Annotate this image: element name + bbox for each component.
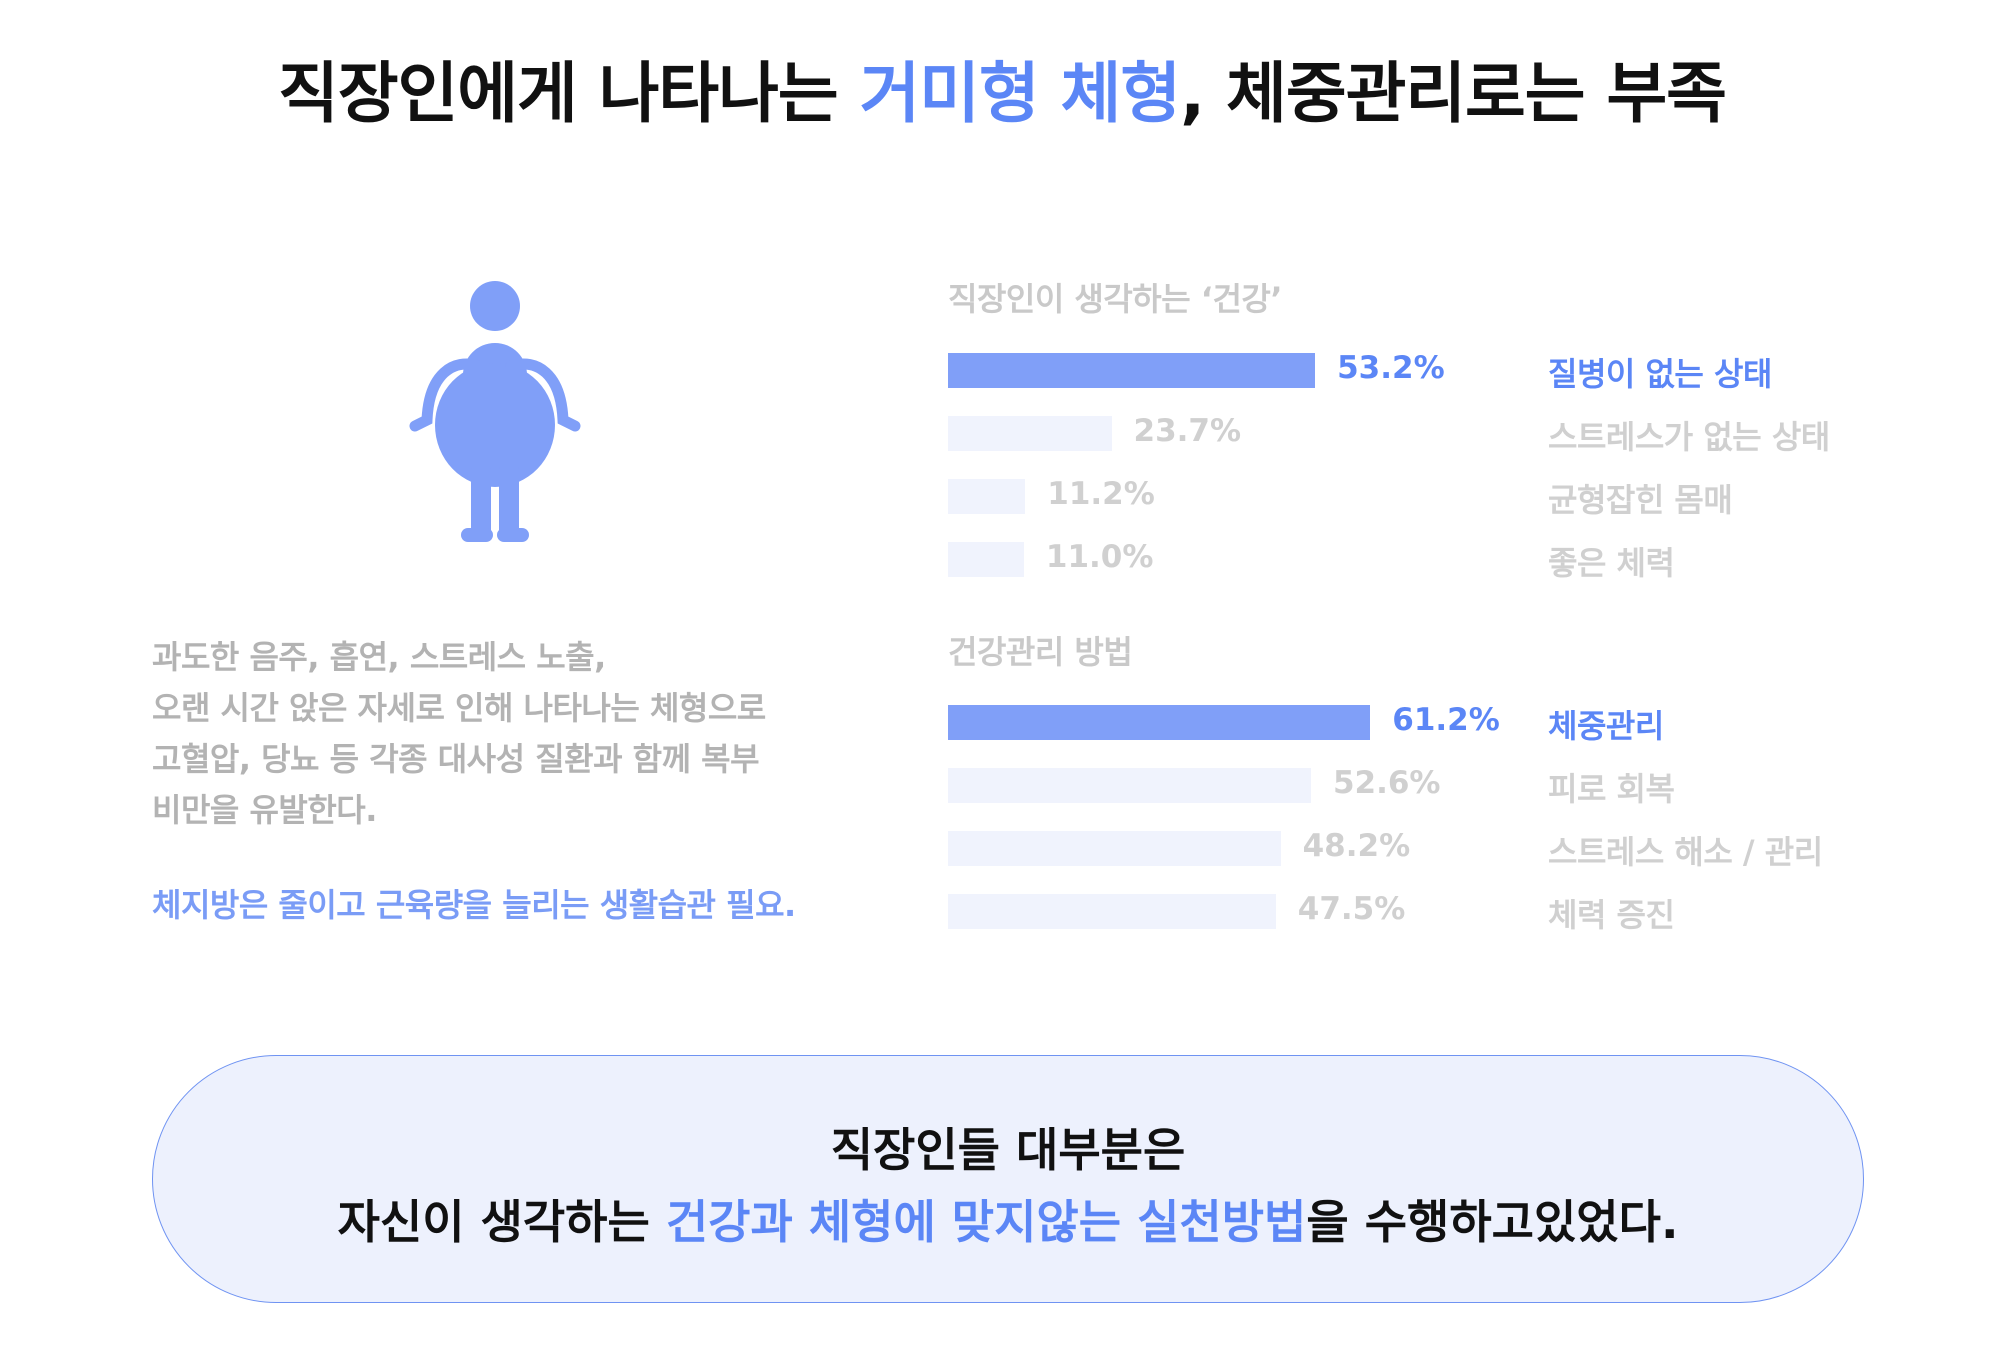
bar: [948, 768, 1311, 803]
bar: [948, 705, 1371, 740]
bar-value-label: 61.2%: [1392, 702, 1500, 738]
description-line: 비만을 유발한다.: [152, 791, 377, 829]
description: 과도한 음주, 흡연, 스트레스 노출, 오랜 시간 앉은 자세로 인해 나타나…: [152, 632, 912, 836]
description-line: 고혈압, 당뇨 등 각종 대사성 질환과 함께 복부: [152, 740, 760, 778]
bar-category-label: 체력 증진: [1548, 896, 1675, 934]
bar-category-label: 피로 회복: [1548, 770, 1675, 808]
bar-category-label: 균형잡힌 몸매: [1548, 481, 1733, 519]
spider-body-type-person-icon: [409, 281, 581, 542]
summary-box: 직장인들 대부분은 자신이 생각하는 건강과 체형에 맞지않는 실천방법을 수행…: [152, 1055, 1864, 1303]
bar-value-label: 47.5%: [1297, 891, 1406, 927]
description-emphasis: 체지방은 줄이고 근육량을 늘리는 생활습관 필요.: [152, 886, 796, 924]
bar-value-label: 11.0%: [1045, 539, 1154, 575]
summary-line2-part2: 을 수행하고있었다.: [1306, 1195, 1679, 1249]
bar: [948, 479, 1026, 514]
bar: [948, 894, 1276, 929]
bar-value-label: 53.2%: [1337, 350, 1445, 386]
bar: [948, 831, 1281, 866]
summary-line2-part1: 자신이 생각하는: [337, 1195, 666, 1249]
title-part1: 직장인에게 나타나는: [278, 55, 860, 132]
summary-line1: 직장인들 대부분은: [830, 1123, 1186, 1177]
bar-category-label: 스트레스 해소 / 관리: [1548, 833, 1823, 871]
description-line: 오랜 시간 앉은 자세로 인해 나타나는 체형으로: [152, 689, 766, 727]
bar: [948, 542, 1024, 577]
title-highlight: 거미형 체형: [859, 55, 1182, 132]
bar: [948, 416, 1112, 451]
bar: [948, 353, 1316, 388]
chart-title: 건강관리 방법: [948, 633, 1133, 671]
bar-category-label: 질병이 없는 상태: [1548, 355, 1772, 393]
title-part2: , 체중관리로는 부족: [1180, 55, 1727, 132]
bar-category-label: 체중관리: [1548, 707, 1664, 745]
description-line: 과도한 음주, 흡연, 스트레스 노출,: [152, 638, 606, 676]
bar-value-label: 52.6%: [1332, 765, 1441, 801]
bar-value-label: 11.2%: [1047, 476, 1155, 512]
bar-value-label: 48.2%: [1302, 828, 1411, 864]
summary-highlight: 건강과 체형에 맞지않는 실천방법: [665, 1195, 1307, 1249]
bar-category-label: 스트레스가 없는 상태: [1548, 418, 1830, 456]
summary-line2: 자신이 생각하는 건강과 체형에 맞지않는 실천방법을 수행하고있었다.: [153, 1186, 1863, 1252]
chart-title: 직장인이 생각하는 ‘건강’: [948, 280, 1283, 318]
page-title: 직장인에게 나타나는 거미형 체형, 체중관리로는 부족: [0, 40, 2004, 136]
bar-category-label: 좋은 체력: [1548, 544, 1675, 582]
bar-value-label: 23.7%: [1133, 413, 1242, 449]
